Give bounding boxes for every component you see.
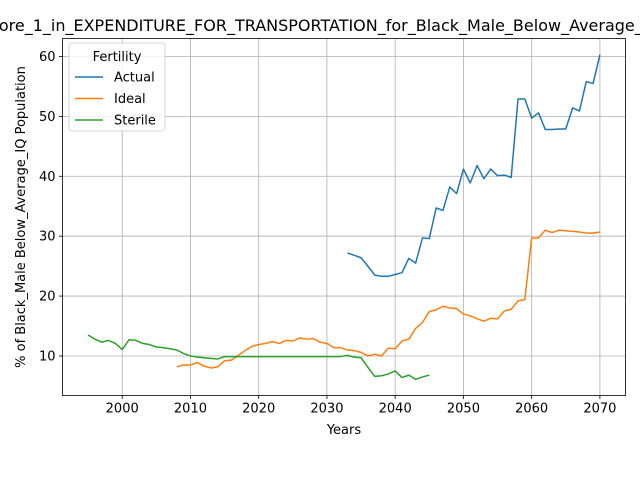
y-tick-label: 60 — [39, 50, 56, 65]
legend-title: Fertility — [93, 50, 142, 65]
x-tick-label: 2060 — [515, 402, 548, 417]
x-tick-label: 2070 — [583, 402, 616, 417]
y-axis-label: % of Black_Male Below_Average_IQ Populat… — [14, 66, 29, 368]
series-line-ideal — [176, 229, 601, 369]
x-tick-label: 2030 — [310, 402, 343, 417]
x-tick-label: 2010 — [174, 402, 207, 417]
x-tick-label: 2050 — [447, 402, 480, 417]
x-axis-label: Years — [326, 423, 362, 438]
y-tick-label: 30 — [39, 230, 56, 245]
legend: Fertility Actual Ideal Sterile — [68, 42, 166, 132]
y-tick-label: 10 — [39, 349, 56, 364]
legend-label-sterile: Sterile — [114, 114, 156, 129]
y-tick-label: 20 — [39, 290, 56, 305]
legend-label-ideal: Ideal — [114, 92, 146, 107]
x-tick-label: 2020 — [242, 402, 275, 417]
series-line-actual — [347, 54, 601, 278]
y-tick-label: 50 — [39, 110, 56, 125]
y-tick-label: 40 — [39, 170, 56, 185]
legend-box — [68, 42, 166, 132]
chart-title: Score_1_in_EXPENDITURE_FOR_TRANSPORTATIO… — [0, 16, 640, 36]
axis-ticks: 2000 2010 2020 2030 2040 2050 2060 207010203040… — [39, 50, 617, 417]
series-lines — [87, 54, 601, 381]
legend-entries: Actual Ideal Sterile — [75, 71, 156, 129]
series-line-sterile — [87, 334, 430, 381]
x-tick-label: 2040 — [379, 402, 412, 417]
x-tick-label: 2000 — [106, 402, 139, 417]
plot-frame — [62, 38, 626, 396]
legend-label-actual: Actual — [114, 71, 155, 86]
